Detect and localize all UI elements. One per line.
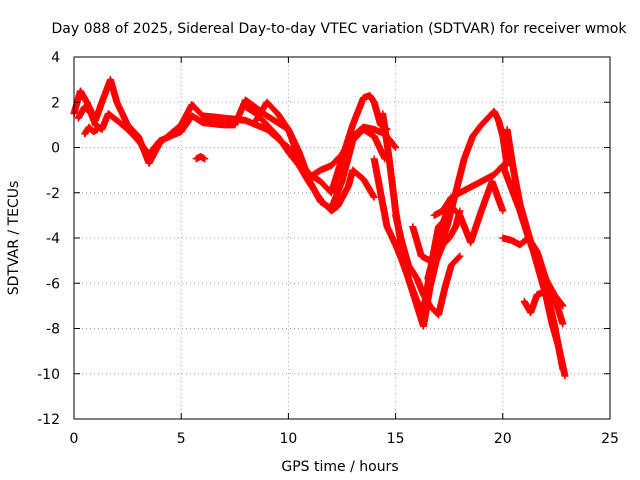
series-track-4 [252,98,400,181]
axis-ticks: 0 5 10 15 20 25 -12 -10 -8 -6 -4 -2 0 2 4 [37,50,619,447]
x-tick-label: 5 [177,431,186,447]
data-points [70,76,569,380]
series-markers [81,124,101,137]
x-tick-label: 15 [387,431,405,447]
x-tick-label: 0 [70,431,79,447]
y-tick-label: -4 [46,231,60,247]
y-tick-label: -8 [46,322,60,338]
y-tick-label: 0 [51,141,60,157]
x-axis-label: GPS time / hours [281,459,398,475]
chart-title: Day 088 of 2025, Sidereal Day-to-day VTE… [52,21,628,37]
series-markers [424,179,506,281]
y-axis-label: SDTVAR / TECUs [6,181,22,296]
y-tick-label: -10 [37,367,60,383]
series-markers [193,153,208,162]
series-track-13 [520,288,567,328]
series-track-3 [242,103,378,215]
x-tick-label: 20 [494,431,512,447]
x-tick-label: 25 [601,431,619,447]
series-markers [392,213,463,318]
y-tick-label: -12 [37,412,60,428]
series-markers [253,99,399,180]
series-track-7 [392,211,464,319]
series-markers [521,288,566,327]
series-track-12 [499,234,567,310]
series-track-14 [192,153,209,163]
y-tick-label: 2 [51,95,60,111]
series-track-15 [81,123,102,138]
series-markers [243,103,378,214]
y-tick-label: -6 [46,276,60,292]
y-tick-label: 4 [51,50,60,66]
y-tick-label: -2 [46,186,60,202]
x-tick-label: 10 [279,431,297,447]
series-markers [500,234,566,309]
